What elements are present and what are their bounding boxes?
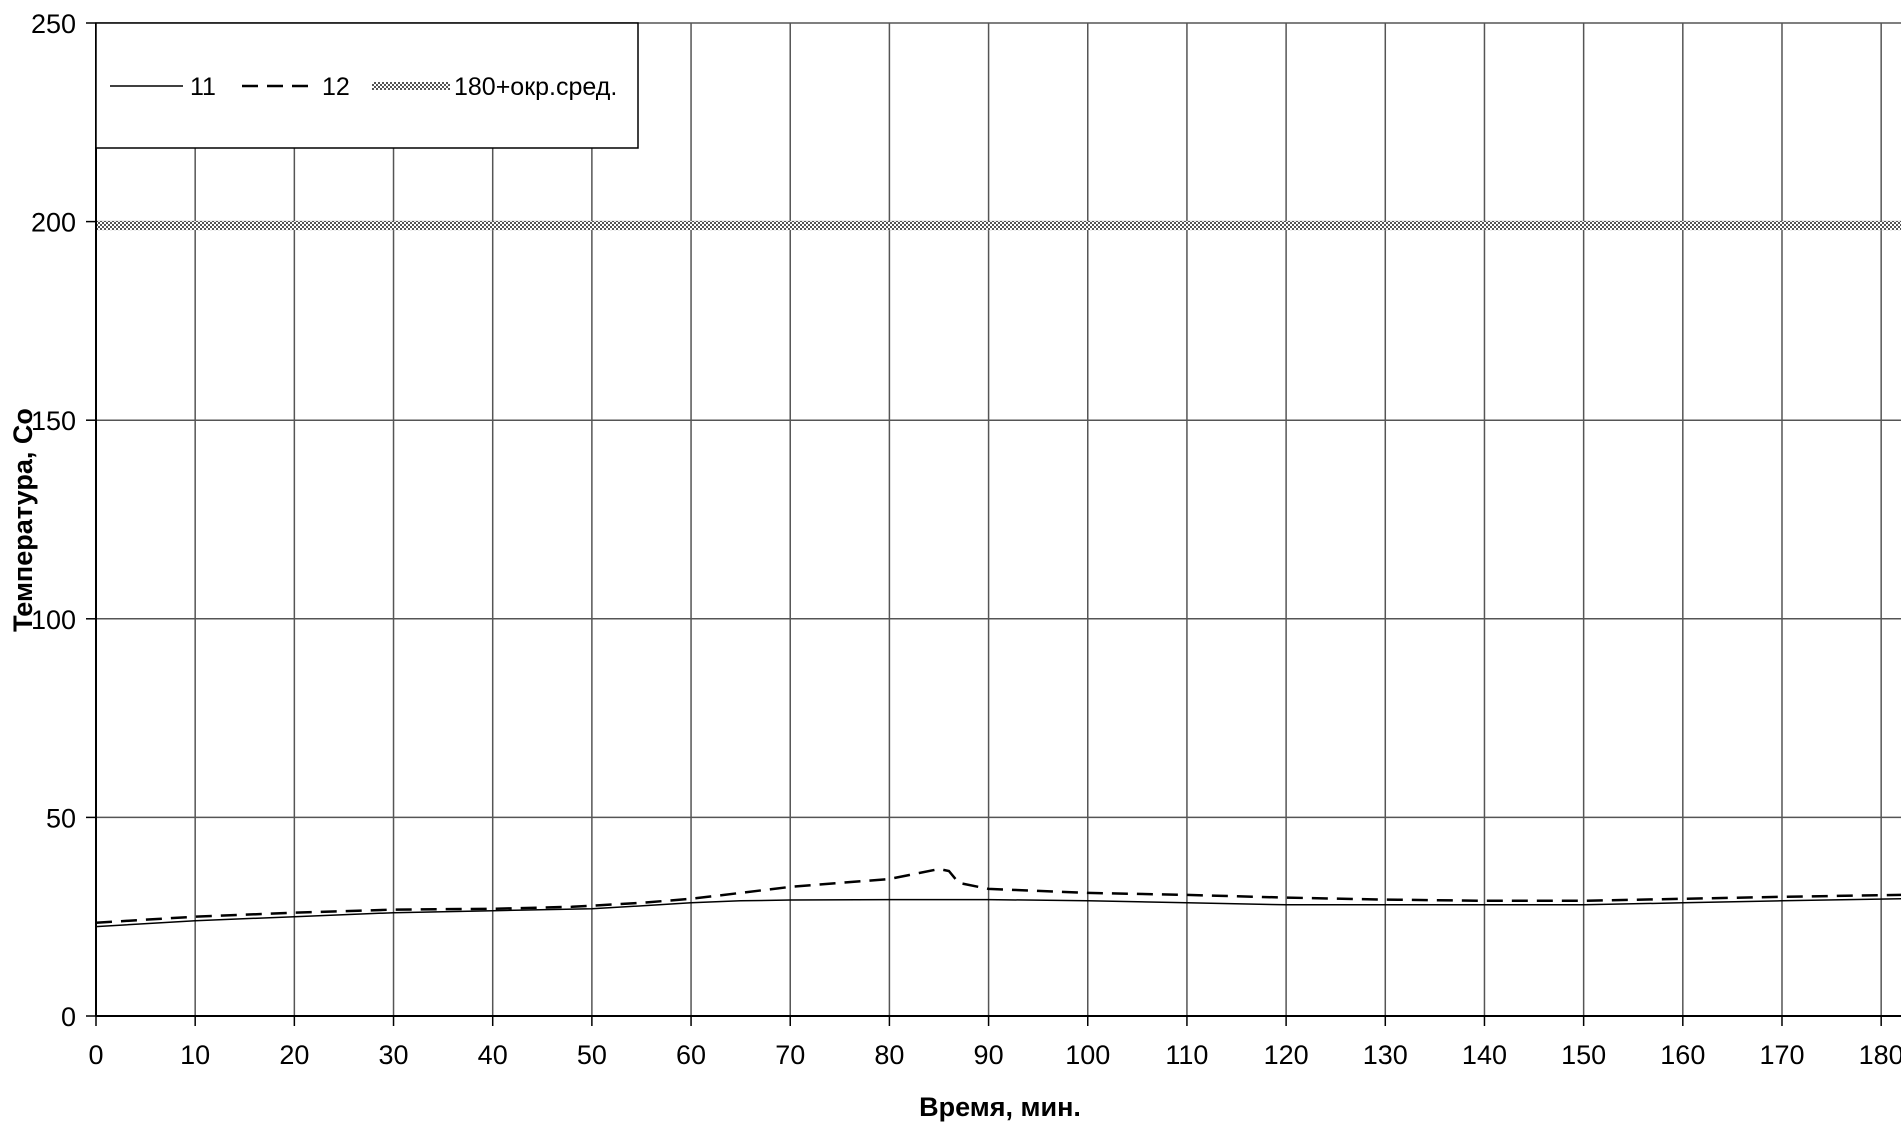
x-tick-label: 10 bbox=[180, 1040, 210, 1070]
x-tick-label: 90 bbox=[974, 1040, 1004, 1070]
gridlines bbox=[95, 22, 1901, 1017]
x-tick-label: 80 bbox=[874, 1040, 904, 1070]
legend: 11 12 180+окр.сред. bbox=[95, 22, 639, 149]
legend-label: 180+окр.сред. bbox=[454, 73, 617, 101]
x-tick-label: 180 bbox=[1859, 1040, 1901, 1070]
x-axis-title: Время, мин. bbox=[919, 1092, 1081, 1122]
legend-box bbox=[95, 22, 639, 149]
series-line-12 bbox=[95, 867, 1901, 924]
legend-label: 11 bbox=[190, 73, 216, 101]
x-tick-label: 160 bbox=[1660, 1040, 1705, 1070]
axes bbox=[86, 22, 1901, 1026]
x-tick-label: 0 bbox=[88, 1040, 103, 1070]
x-tick-labels: 0 10 20 30 40 50 60 70 80 90 100 110 120 130 140 150 160… bbox=[88, 1040, 1901, 1070]
y-tick-label: 100 bbox=[31, 605, 76, 635]
series-line-11 bbox=[95, 898, 1901, 928]
x-tick-label: 170 bbox=[1759, 1040, 1804, 1070]
x-tick-label: 60 bbox=[676, 1040, 706, 1070]
x-tick-label: 130 bbox=[1363, 1040, 1408, 1070]
y-tick-label: 50 bbox=[46, 803, 76, 833]
y-tick-label: 250 bbox=[31, 9, 76, 39]
y-tick-label: 200 bbox=[31, 208, 76, 238]
x-tick-label: 150 bbox=[1561, 1040, 1606, 1070]
x-tick-label: 140 bbox=[1462, 1040, 1507, 1070]
x-tick-label: 120 bbox=[1264, 1040, 1309, 1070]
legend-label: 12 bbox=[322, 73, 350, 101]
y-tick-labels: 0 50 100 150 200 250 bbox=[31, 9, 76, 1032]
x-tick-label: 100 bbox=[1065, 1040, 1110, 1070]
y-tick-label: 0 bbox=[61, 1002, 76, 1032]
x-tick-label: 40 bbox=[478, 1040, 508, 1070]
y-axis-title: Температура, Со bbox=[8, 408, 38, 632]
x-tick-label: 20 bbox=[279, 1040, 309, 1070]
x-tick-label: 70 bbox=[775, 1040, 805, 1070]
x-tick-label: 30 bbox=[379, 1040, 409, 1070]
y-tick-label: 150 bbox=[31, 406, 76, 436]
series-lines bbox=[95, 221, 1901, 928]
x-tick-label: 110 bbox=[1165, 1040, 1208, 1070]
x-tick-label: 50 bbox=[577, 1040, 607, 1070]
